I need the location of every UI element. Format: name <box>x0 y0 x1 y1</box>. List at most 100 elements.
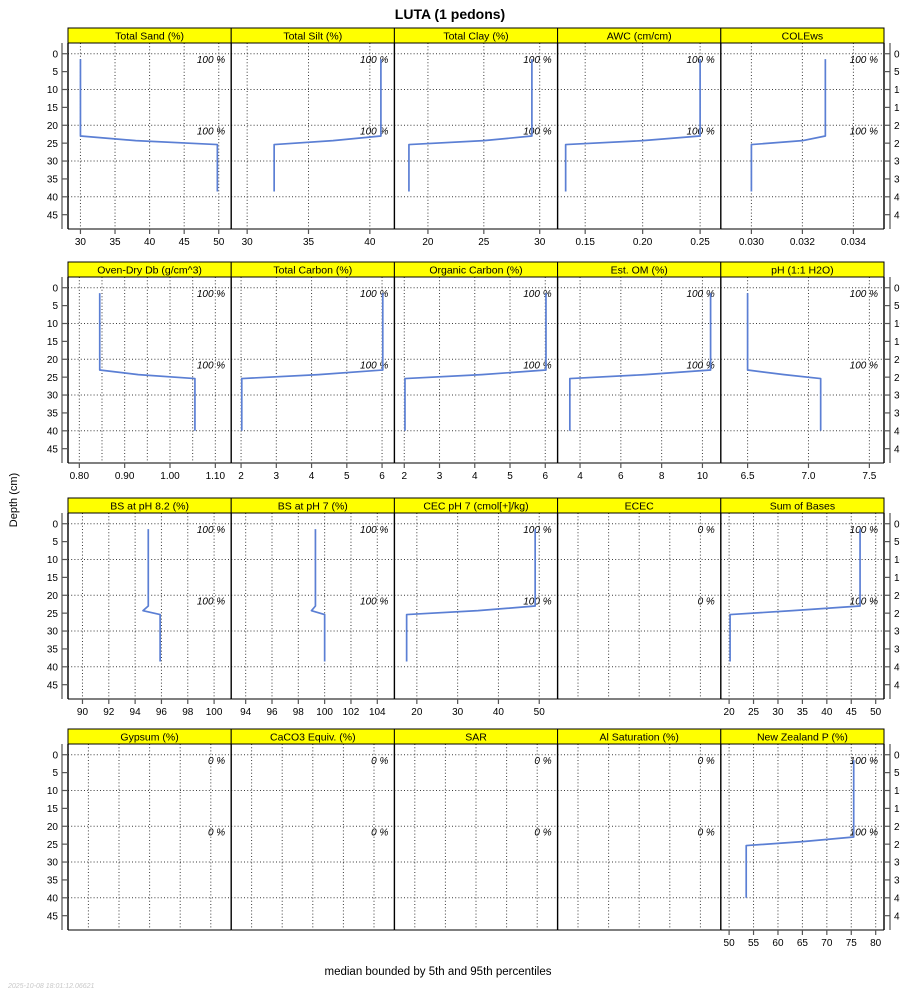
panel-strip-label: AWC (cm/cm) <box>607 31 672 43</box>
panel-5: COLEws 100 % 100 % 0.030 0.032 0.034 0 5 10 15 20 2… <box>720 27 900 248</box>
y-tick-label: 25 <box>894 139 900 150</box>
panel-strip-label: Total Carbon (%) <box>273 265 352 277</box>
panel-strip-label: New Zealand P (%) <box>757 732 848 744</box>
panel-strip-label: Total Sand (%) <box>115 31 184 43</box>
y-tick-label: 20 <box>894 822 900 833</box>
y-tick-label: 5 <box>894 537 900 548</box>
data-line-median <box>273 59 382 192</box>
panel-1: Total Sand (%) 100 % 100 % 30 35 40 45 50 0 5 10 15… <box>47 27 232 248</box>
y-tick-label: 25 <box>47 840 59 851</box>
y-tick-label: 45 <box>894 680 900 691</box>
x-tick-label: 4 <box>472 471 478 482</box>
panel-strip-label: Total Clay (%) <box>443 31 508 43</box>
y-tick-label: 45 <box>47 444 59 455</box>
panel-pct-label-mid: 100 % <box>197 361 225 372</box>
panel-3: Total Clay (%) 100 % 100 % 20 25 30 <box>393 27 559 248</box>
panel-plot-background <box>557 277 721 463</box>
y-tick-label: 40 <box>47 192 59 203</box>
x-tick-label: 30 <box>75 237 87 248</box>
x-tick-label: 102 <box>343 707 360 718</box>
x-tick-label: 6 <box>618 471 624 482</box>
x-tick-label: 100 <box>316 707 333 718</box>
panel-strip-label: Al Saturation (%) <box>600 732 679 744</box>
panel-plot-background <box>231 277 395 463</box>
x-tick-label: 50 <box>213 237 225 248</box>
y-tick-label: 35 <box>47 175 59 186</box>
x-tick-label: 0.80 <box>70 471 90 482</box>
y-tick-label: 15 <box>47 804 59 815</box>
panel-strip-label: Oven-Dry Db (g/cm^3) <box>97 265 202 277</box>
panel-plot-background <box>394 277 558 463</box>
panel-strip-label: COLEws <box>782 31 823 43</box>
y-tick-label: 45 <box>894 911 900 922</box>
x-tick-label: 30 <box>534 237 546 248</box>
y-tick-label: 40 <box>894 893 900 904</box>
x-tick-label: 50 <box>870 707 882 718</box>
panel-10: pH (1:1 H2O) 100 % 100 % 6.5 7.0 7.5 0 5 10 15 20 2… <box>720 261 900 482</box>
x-tick-label: 3 <box>437 471 443 482</box>
x-tick-label: 35 <box>109 237 121 248</box>
y-tick-label: 40 <box>894 662 900 673</box>
panel-strip-label: Organic Carbon (%) <box>429 265 522 277</box>
panel-19: Al Saturation (%) 0 % 0 % <box>556 728 722 931</box>
y-tick-label: 35 <box>894 409 900 420</box>
data-line-median <box>240 293 384 431</box>
x-tick-label: 40 <box>493 707 505 718</box>
x-tick-label: 50 <box>724 938 736 949</box>
y-tick-label: 10 <box>47 319 59 330</box>
y-tick-label: 15 <box>47 103 59 114</box>
x-tick-label: 35 <box>303 237 315 248</box>
x-tick-label: 90 <box>77 707 89 718</box>
data-line-median <box>310 529 326 662</box>
y-tick-label: 30 <box>894 858 900 869</box>
panel-pct-label-mid: 0 % <box>208 828 225 839</box>
y-tick-label: 15 <box>47 337 59 348</box>
y-tick-label: 40 <box>894 192 900 203</box>
x-tick-label: 7.0 <box>802 471 816 482</box>
panel-pct-label-top: 0 % <box>371 756 388 767</box>
panel-6: Oven-Dry Db (g/cm^3) 100 % 100 % 0.80 0.90 1.… <box>47 261 232 482</box>
y-tick-label: 25 <box>894 609 900 620</box>
x-tick-label: 4 <box>577 471 583 482</box>
panel-plot-background <box>231 43 395 229</box>
x-tick-label: 0.032 <box>790 237 815 248</box>
panel-8: Organic Carbon (%) 100 % 100 % 2 3 4 5 6 <box>393 261 559 482</box>
panel-2: Total Silt (%) 100 % 100 % 30 35 40 <box>230 27 395 248</box>
y-tick-label: 40 <box>894 426 900 437</box>
y-tick-label: 0 <box>52 750 58 761</box>
y-tick-label: 10 <box>47 786 59 797</box>
panel-pct-label-mid: 100 % <box>523 127 551 138</box>
x-tick-label: 25 <box>478 237 490 248</box>
panel-14: ECEC 0 % 0 % <box>556 497 722 700</box>
y-tick-label: 10 <box>47 85 59 96</box>
x-tick-label: 45 <box>846 707 858 718</box>
x-tick-label: 25 <box>748 707 760 718</box>
x-tick-label: 1.10 <box>206 471 226 482</box>
panel-pct-label-top: 100 % <box>197 525 225 536</box>
data-line-median <box>564 59 701 192</box>
x-tick-label: 2 <box>401 471 407 482</box>
x-tick-label: 45 <box>179 237 191 248</box>
panel-pct-label-top: 0 % <box>534 756 551 767</box>
x-tick-label: 2 <box>238 471 244 482</box>
data-line-median <box>98 293 196 431</box>
y-tick-label: 5 <box>52 301 58 312</box>
x-tick-label: 0.20 <box>633 237 653 248</box>
panel-pct-label-mid: 100 % <box>850 828 878 839</box>
data-line-median <box>746 293 822 431</box>
y-tick-label: 45 <box>47 911 59 922</box>
panel-pct-label-top: 100 % <box>360 55 388 66</box>
panel-pct-label-top: 100 % <box>197 55 225 66</box>
y-tick-label: 35 <box>47 409 59 420</box>
x-tick-label: 65 <box>797 938 809 949</box>
y-tick-label: 20 <box>894 355 900 366</box>
panel-4: AWC (cm/cm)100 %100 %0.15 0.20 0.25 <box>556 27 722 248</box>
panel-strip-label: ECEC <box>625 501 655 513</box>
x-tick-label: 4 <box>309 471 315 482</box>
y-tick-label: 0 <box>52 283 58 294</box>
y-tick-label: 0 <box>894 750 900 761</box>
x-tick-label: 80 <box>870 938 882 949</box>
data-line-median <box>408 59 533 192</box>
panel-pct-label-top: 0 % <box>698 525 715 536</box>
y-tick-label: 30 <box>894 627 900 638</box>
